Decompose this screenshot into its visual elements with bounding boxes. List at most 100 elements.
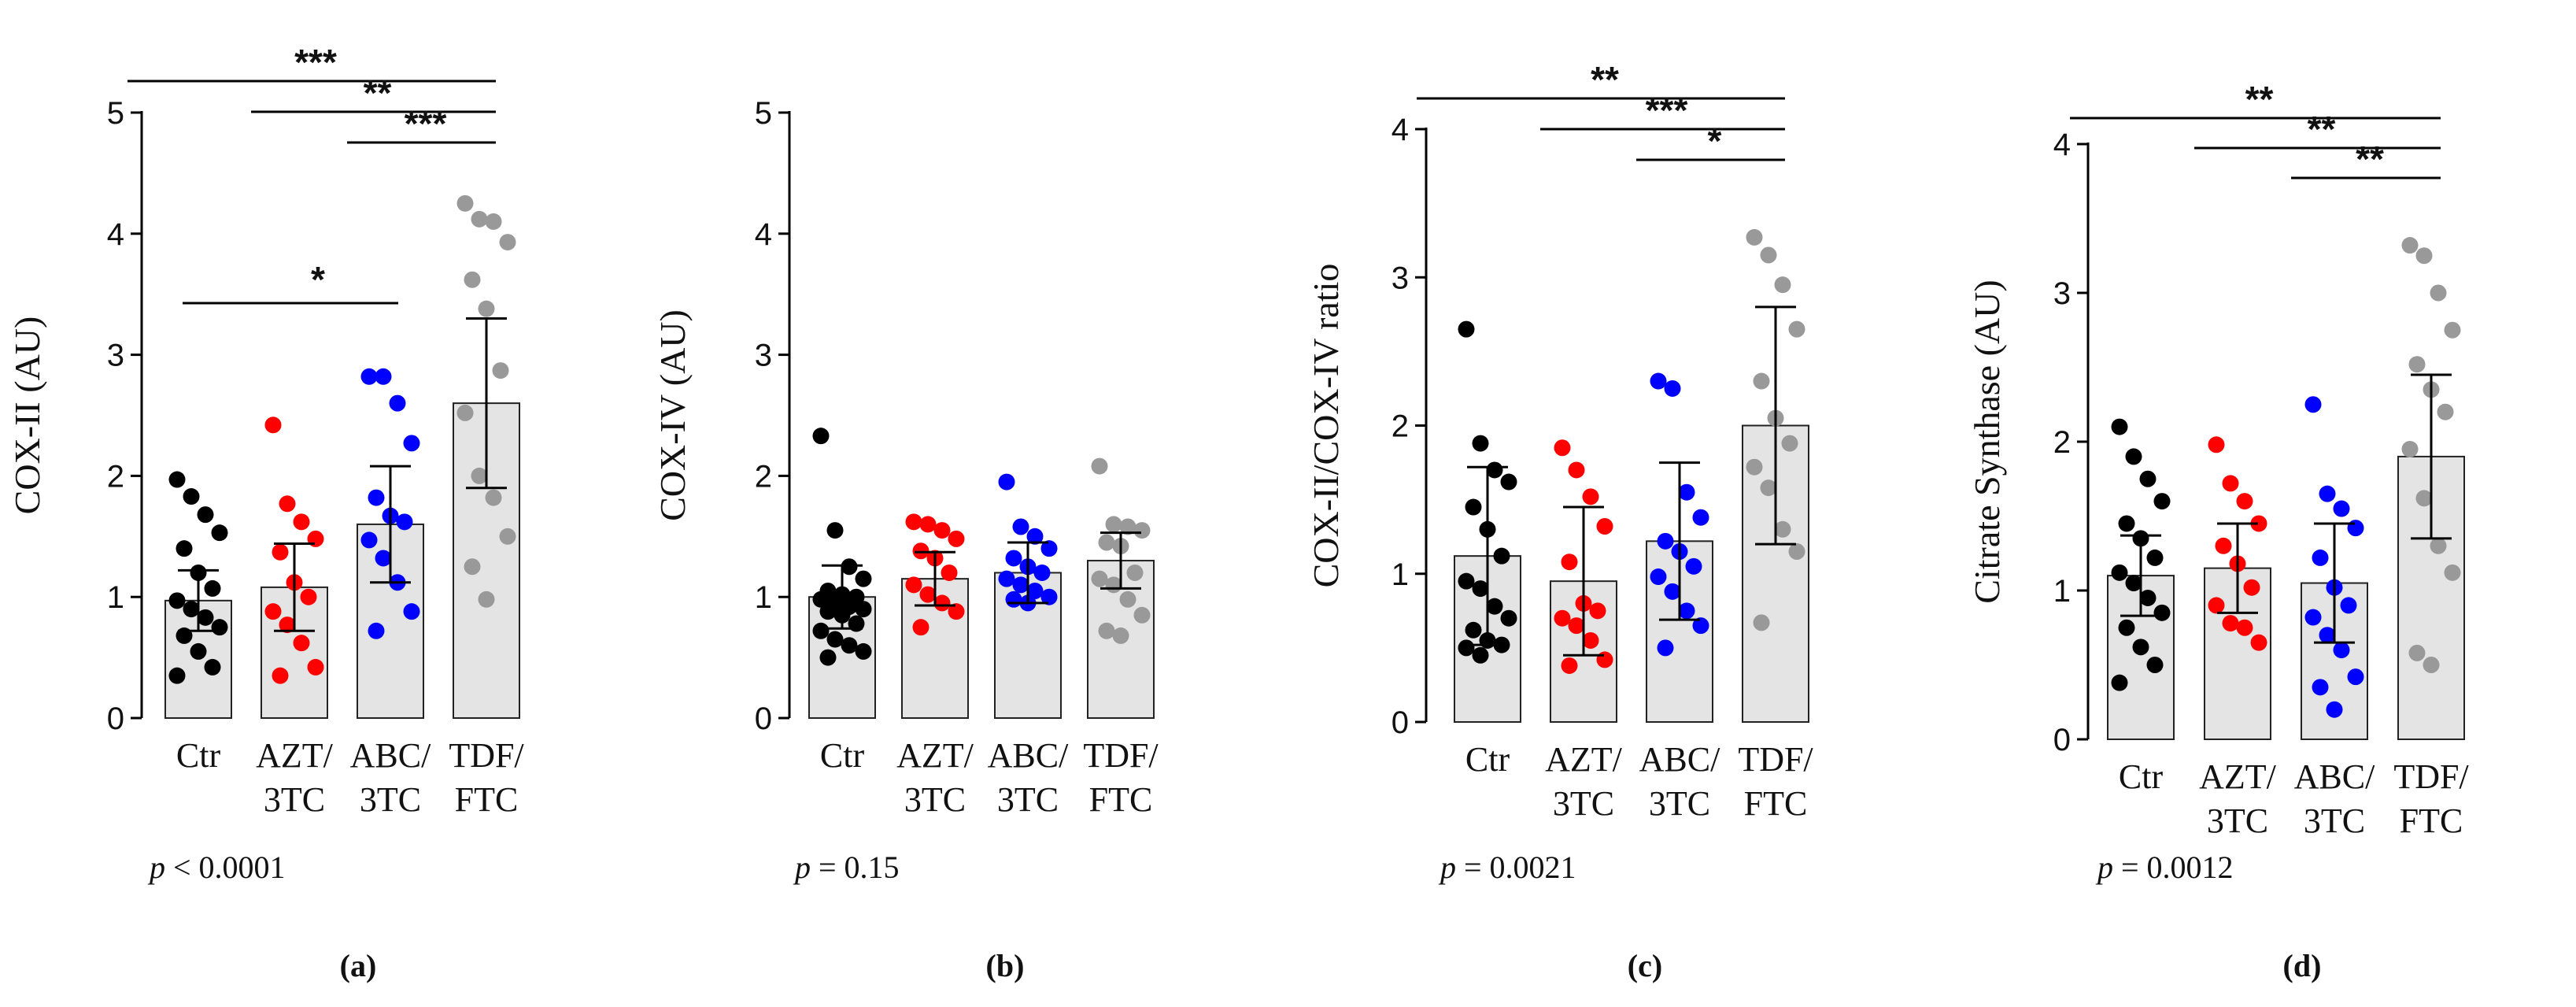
data-point bbox=[2250, 634, 2267, 651]
data-point bbox=[492, 362, 509, 379]
data-point bbox=[933, 594, 951, 612]
data-point bbox=[1486, 598, 1503, 615]
data-point bbox=[272, 543, 289, 561]
data-point bbox=[204, 658, 221, 676]
data-point bbox=[293, 513, 310, 531]
data-point bbox=[1091, 457, 1108, 475]
data-point bbox=[1026, 528, 1044, 545]
data-point bbox=[1596, 518, 1613, 535]
significance-stars: ** bbox=[2308, 109, 2336, 150]
p-value-text: = 0.0012 bbox=[2113, 850, 2234, 885]
category-label: TDF/ bbox=[2393, 757, 2469, 796]
y-tick-label: 3 bbox=[2053, 276, 2071, 311]
significance-stars: * bbox=[311, 259, 325, 300]
data-point bbox=[2401, 237, 2419, 254]
p-value-symbol: p bbox=[1438, 850, 1456, 885]
significance-stars: * bbox=[1708, 120, 1722, 161]
y-tick-label: 1 bbox=[1391, 557, 1409, 592]
data-point bbox=[1458, 572, 1475, 590]
data-point bbox=[1657, 532, 1674, 550]
y-tick-label: 5 bbox=[755, 96, 772, 131]
category-label: 3TC bbox=[264, 780, 325, 819]
data-point bbox=[1040, 588, 1058, 605]
data-point bbox=[2111, 418, 2128, 435]
p-value: p = 0.15 bbox=[793, 850, 900, 885]
data-point bbox=[456, 404, 474, 421]
panel-a: 0 1 2 3 4 5 COX-II (AU) Ctr AZT/3TC ABC/3TC TDF/FT… bbox=[7, 42, 524, 983]
y-tick-label: 4 bbox=[755, 217, 772, 252]
data-point bbox=[2146, 657, 2164, 673]
data-point bbox=[2444, 321, 2461, 339]
data-point bbox=[1472, 646, 1489, 664]
data-point bbox=[204, 579, 221, 597]
data-point bbox=[2208, 436, 2225, 454]
data-point bbox=[403, 603, 420, 620]
category-label: TDF/ bbox=[1083, 736, 1159, 775]
data-point bbox=[197, 506, 214, 524]
data-point bbox=[2222, 615, 2239, 632]
data-point bbox=[2408, 644, 2426, 661]
data-point bbox=[211, 524, 228, 542]
data-point bbox=[1005, 591, 1022, 608]
category-label: ABC/ bbox=[2294, 757, 2375, 796]
p-value-symbol: p bbox=[147, 850, 165, 885]
data-point bbox=[1678, 483, 1695, 501]
data-point bbox=[2208, 597, 2225, 614]
data-point bbox=[1033, 564, 1051, 581]
data-point bbox=[485, 489, 502, 506]
data-point bbox=[197, 609, 214, 626]
data-point bbox=[1465, 498, 1482, 516]
data-point bbox=[948, 530, 965, 547]
data-point bbox=[403, 435, 420, 452]
y-tick-label: 4 bbox=[1391, 113, 1409, 147]
category-label: FTC bbox=[1744, 784, 1808, 823]
data-point bbox=[1493, 547, 1510, 565]
y-axis-label: COX-II/COX-IV ratio bbox=[1306, 264, 1346, 588]
data-point bbox=[1685, 557, 1702, 575]
category-label: 3TC bbox=[1649, 784, 1710, 823]
data-point bbox=[1692, 617, 1709, 635]
y-tick-label: 0 bbox=[107, 702, 124, 736]
data-point bbox=[1554, 439, 1571, 457]
category-label: ABC/ bbox=[350, 736, 431, 775]
data-point bbox=[2430, 537, 2447, 554]
data-point bbox=[2319, 485, 2336, 502]
data-point bbox=[1781, 435, 1798, 452]
data-point bbox=[396, 513, 413, 531]
data-point bbox=[1012, 518, 1029, 535]
data-point bbox=[2222, 475, 2239, 492]
data-point bbox=[1678, 602, 1695, 620]
y-tick-label: 1 bbox=[2053, 574, 2071, 609]
data-point bbox=[1133, 606, 1151, 624]
data-point bbox=[307, 658, 324, 676]
data-point bbox=[2125, 448, 2142, 465]
data-point bbox=[1472, 580, 1489, 598]
data-point bbox=[2304, 609, 2322, 626]
p-value: p < 0.0001 bbox=[147, 850, 286, 885]
data-point bbox=[279, 495, 296, 513]
data-point bbox=[2444, 564, 2461, 581]
data-point bbox=[1760, 246, 1777, 264]
y-tick-label: 0 bbox=[2053, 723, 2071, 757]
p-value-symbol: p bbox=[2095, 850, 2113, 885]
y-tick-label: 2 bbox=[1391, 409, 1409, 444]
data-point bbox=[2215, 537, 2232, 554]
category-label: 3TC bbox=[904, 780, 966, 819]
category-label: Ctr bbox=[820, 736, 865, 775]
data-point bbox=[456, 194, 474, 212]
data-point bbox=[1119, 518, 1136, 535]
data-point bbox=[2146, 549, 2164, 566]
data-point bbox=[1788, 543, 1805, 561]
data-point bbox=[2111, 564, 2128, 581]
category-label: AZT/ bbox=[896, 736, 974, 775]
data-point bbox=[2333, 642, 2350, 659]
data-point bbox=[919, 516, 937, 533]
data-point bbox=[2132, 639, 2149, 656]
data-point bbox=[478, 300, 495, 317]
data-point bbox=[1105, 576, 1122, 594]
category-label: AZT/ bbox=[256, 736, 334, 775]
data-point bbox=[2153, 493, 2171, 510]
data-point bbox=[1760, 479, 1777, 497]
data-point bbox=[1105, 516, 1122, 533]
data-point bbox=[368, 489, 385, 506]
